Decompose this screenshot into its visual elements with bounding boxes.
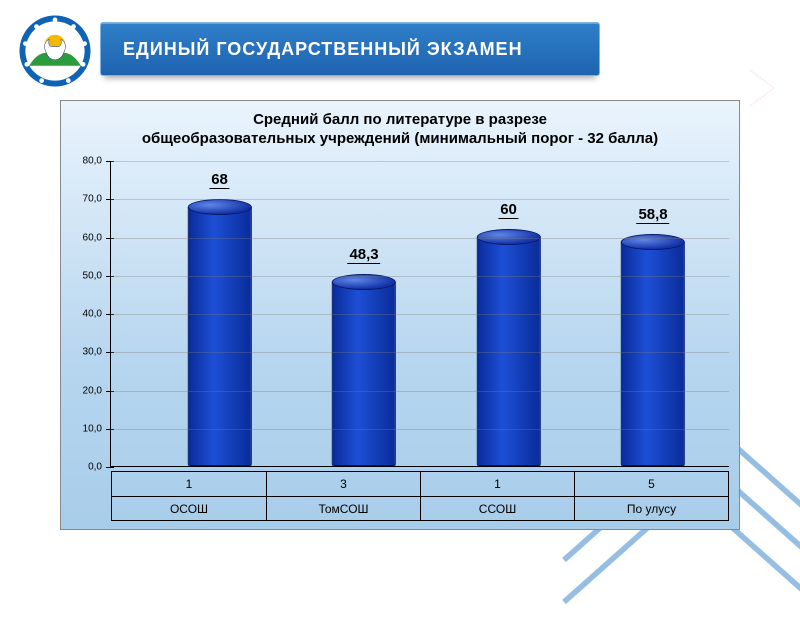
bar-top-ellipse [188, 199, 252, 215]
grid-line [111, 161, 729, 162]
y-tick [106, 467, 114, 468]
grid-line [111, 429, 729, 430]
y-tick-label: 50,0 [83, 270, 102, 281]
grid-line [111, 238, 729, 239]
y-tick-label: 20,0 [83, 385, 102, 396]
bar: 48,3 [332, 282, 396, 466]
y-axis: 0,010,020,030,040,050,060,070,080,0 [71, 161, 111, 467]
x-category-cell: ОСОШ [112, 496, 266, 520]
y-tick-label: 70,0 [83, 194, 102, 205]
y-tick-label: 0,0 [88, 462, 102, 473]
x-count-cell: 1 [112, 472, 266, 496]
bar-value-label: 60 [498, 201, 519, 219]
x-category-table: 1315ОСОШТомСОШССОШПо улусу [111, 471, 729, 521]
x-category-cell: ССОШ [420, 496, 574, 520]
bar: 68 [188, 207, 252, 466]
plot-area: 0,010,020,030,040,050,060,070,080,0 6848… [71, 161, 729, 467]
grid-line [111, 352, 729, 353]
y-tick-label: 40,0 [83, 309, 102, 320]
next-arrow-icon[interactable] [752, 72, 772, 104]
emblem-logo [18, 14, 92, 88]
x-category-cell: ТомСОШ [266, 496, 420, 520]
grid-line [111, 199, 729, 200]
bar-body [332, 282, 396, 466]
x-count-cell: 1 [420, 472, 574, 496]
chart-title-line2: общеобразовательных учреждений (минималь… [142, 130, 658, 147]
x-count-cell: 5 [574, 472, 728, 496]
y-tick-label: 30,0 [83, 347, 102, 358]
chart-title-line1: Средний балл по литературе в разрезе [253, 111, 547, 128]
grid-line [111, 314, 729, 315]
header: ЕДИНЫЙ ГОСУДАРСТВЕННЫЙ ЭКЗАМЕН [0, 12, 800, 82]
bar-value-label: 58,8 [636, 206, 669, 224]
y-tick-label: 10,0 [83, 423, 102, 434]
x-category-cell: По улусу [574, 496, 728, 520]
bar-body [188, 207, 252, 466]
bar-value-label: 68 [209, 171, 230, 189]
bar-top-ellipse [621, 234, 685, 250]
y-tick-label: 80,0 [83, 156, 102, 167]
chart-card: Средний балл по литературе в разрезе общ… [60, 100, 740, 530]
chart-title: Средний балл по литературе в разрезе общ… [61, 101, 739, 153]
grid-line [111, 276, 729, 277]
page-title: ЕДИНЫЙ ГОСУДАРСТВЕННЫЙ ЭКЗАМЕН [123, 39, 523, 60]
y-tick-label: 60,0 [83, 232, 102, 243]
bar-value-label: 48,3 [347, 246, 380, 264]
x-count-cell: 3 [266, 472, 420, 496]
grid-line [111, 391, 729, 392]
title-bar: ЕДИНЫЙ ГОСУДАРСТВЕННЫЙ ЭКЗАМЕН [100, 22, 600, 76]
